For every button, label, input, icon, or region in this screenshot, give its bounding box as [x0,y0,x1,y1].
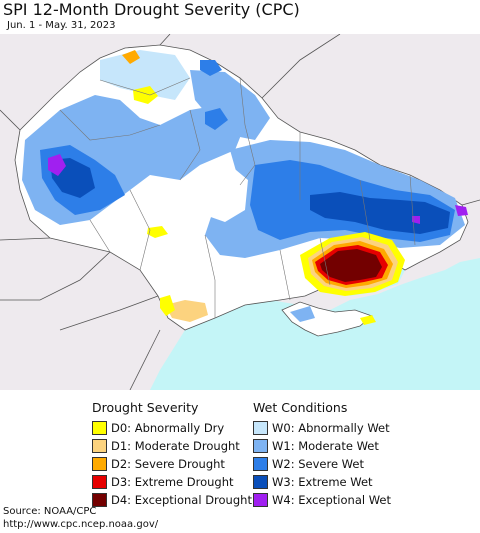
swatch-w3 [253,475,268,489]
source-credit: Source: NOAA/CPC http://www.cpc.ncep.noa… [3,505,158,531]
swatch-d2 [92,457,107,471]
wet-legend-heading: Wet Conditions [253,400,348,415]
w1-crimea [290,306,315,322]
swatch-w0 [253,421,268,435]
legend-item-d3: D3: Extreme Drought [92,473,252,491]
legend-label-w2: W2: Severe Wet [272,457,364,471]
date-range: Jun. 1 - May. 31, 2023 [7,20,116,31]
legend-item-d2: D2: Severe Drought [92,455,252,473]
legend-item-w1: W1: Moderate Wet [253,437,391,455]
w4-west [48,154,66,176]
d0-southwest [160,295,175,316]
swatch-w1 [253,439,268,453]
map-title: SPI 12-Month Drought Severity (CPC) [3,0,300,19]
d4-southeast [320,249,382,282]
country-borders [0,34,480,390]
legend-label-d1: D1: Moderate Drought [111,439,240,453]
drought-legend: Drought Severity D0: Abnormally Dry D1: … [92,400,252,509]
swatch-d1 [92,439,107,453]
swatch-d3 [92,475,107,489]
legend-item-d0: D0: Abnormally Dry [92,419,252,437]
legend-item-w0: W0: Abnormally Wet [253,419,391,437]
swatch-w4 [253,493,268,507]
drought-legend-heading: Drought Severity [92,400,199,415]
swatch-d0 [92,421,107,435]
w2-center [205,108,228,130]
legend-label-w1: W1: Moderate Wet [272,439,379,453]
legend-label-d3: D3: Extreme Drought [111,475,234,489]
d0-crimea [360,315,376,325]
w3-east [310,192,450,234]
w4-east2 [412,216,420,224]
legend-label-w3: W3: Extreme Wet [272,475,373,489]
legend-label-w0: W0: Abnormally Wet [272,421,390,435]
wet-legend: Wet Conditions W0: Abnormally Wet W1: Mo… [253,400,391,509]
d1-southwest [165,300,208,322]
legend-item-w4: W4: Exceptional Wet [253,491,391,509]
source-text: Source: NOAA/CPC [3,506,97,517]
legend-label-w4: W4: Exceptional Wet [272,493,391,507]
w0-center [198,165,248,222]
d0-north [133,86,158,104]
source-url[interactable]: http://www.cpc.ncep.noaa.gov/ [3,519,159,530]
w1-center [190,70,270,140]
d2-north [122,50,140,64]
w4-east [455,205,468,216]
w2-north [200,60,222,76]
swatch-w2 [253,457,268,471]
legend-item-d4: D4: Exceptional Drought [92,491,252,509]
oblast-borders [59,77,416,318]
d0-center [147,226,168,238]
legend-item-w3: W3: Extreme Wet [253,473,391,491]
legend-label-d0: D0: Abnormally Dry [111,421,225,435]
legend-item-d1: D1: Moderate Drought [92,437,252,455]
legend-label-d4: D4: Exceptional Drought [111,493,252,507]
drought-map [0,34,480,390]
swatch-d4 [92,493,107,507]
legend-item-w2: W2: Severe Wet [253,455,391,473]
legend-label-d2: D2: Severe Drought [111,457,225,471]
